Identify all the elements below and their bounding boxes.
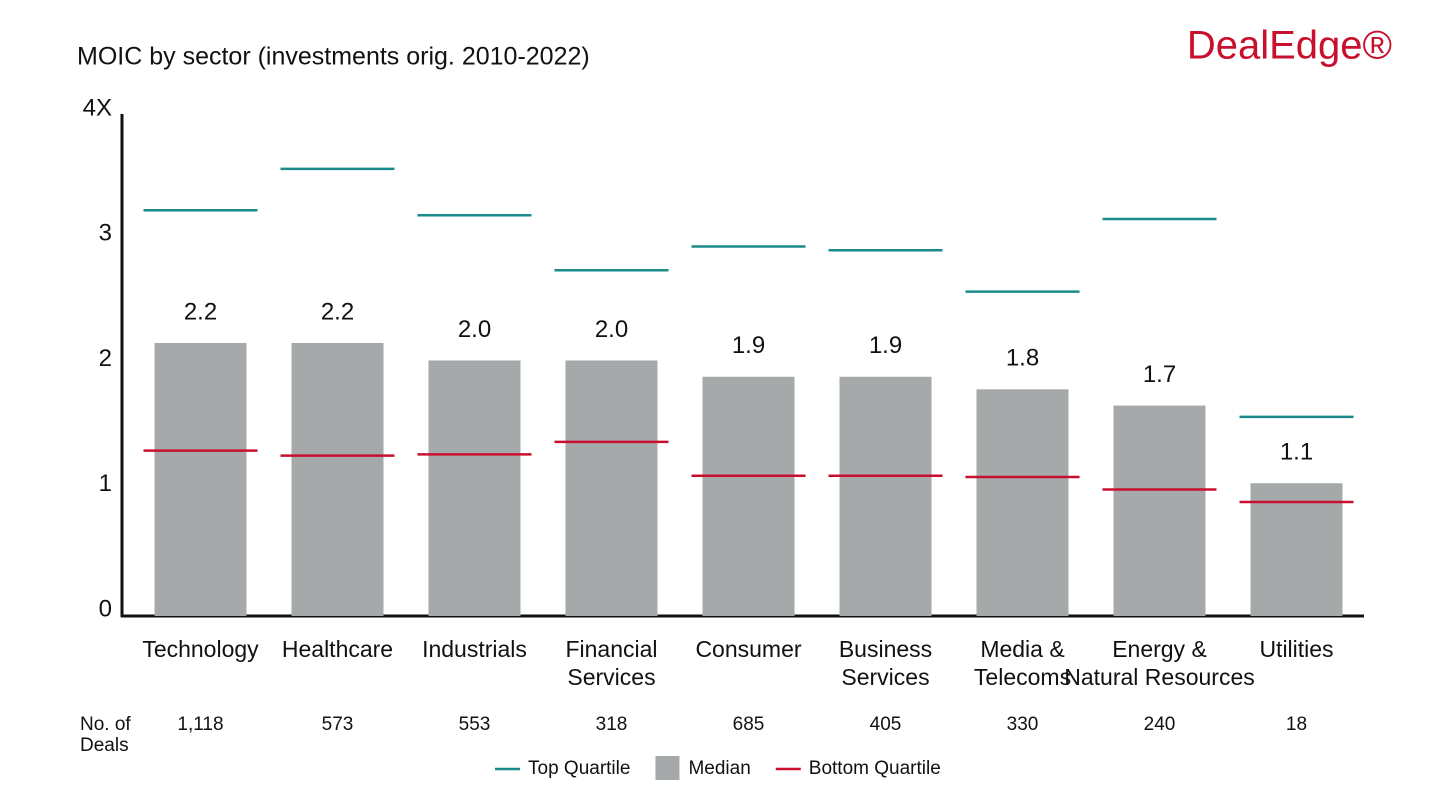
- deal-count: 685: [732, 714, 765, 735]
- legend-label: Bottom Quartile: [809, 758, 941, 779]
- median-bar: [839, 376, 932, 616]
- median-bar: [1250, 483, 1343, 616]
- deal-count: 1,118: [177, 714, 224, 735]
- y-tick-label: 2: [99, 345, 112, 372]
- x-tick-label: Healthcare: [281, 636, 394, 662]
- x-tick-label: Media & Telecoms: [973, 636, 1072, 690]
- y-tick-label: 0: [99, 595, 112, 622]
- median-bar: [428, 360, 521, 616]
- legend-label: Top Quartile: [528, 758, 630, 779]
- deal-count: 330: [1006, 714, 1039, 735]
- median-bar: [702, 376, 795, 616]
- deal-count: 18: [1285, 714, 1308, 735]
- deal-count: 318: [595, 714, 628, 735]
- deal-count: 553: [458, 714, 491, 735]
- median-bar: [976, 389, 1069, 616]
- deal-count: 405: [869, 714, 902, 735]
- deal-count: 573: [321, 714, 354, 735]
- y-tick-label: 1: [99, 470, 112, 497]
- legend-swatch: [655, 756, 680, 780]
- median-bar: [154, 342, 247, 616]
- x-tick-label: Technology: [142, 636, 259, 662]
- value-label: 2.2: [321, 298, 354, 325]
- y-tick-label: 4X: [83, 94, 112, 121]
- x-tick-label: Industrials: [422, 636, 527, 662]
- legend-label: Median: [688, 758, 750, 779]
- value-label: 1.8: [1006, 345, 1039, 372]
- value-label: 2.2: [184, 298, 217, 325]
- value-label: 1.7: [1143, 361, 1176, 388]
- x-tick-label: Business Services: [838, 636, 933, 690]
- chart-title: MOIC by sector (investments orig. 2010-2…: [77, 43, 590, 71]
- median-bar: [291, 342, 384, 616]
- deal-count: 240: [1143, 714, 1176, 735]
- value-label: 1.9: [869, 332, 902, 359]
- deals-label: No. of Deals: [80, 714, 131, 756]
- x-tick-label: Energy & Natural Resources: [1064, 636, 1255, 690]
- value-label: 2.0: [458, 316, 491, 343]
- median-bar: [1113, 405, 1206, 616]
- value-label: 2.0: [595, 316, 628, 343]
- y-tick-label: 3: [99, 220, 112, 247]
- median-bar: [565, 360, 658, 616]
- value-label: 1.9: [732, 332, 765, 359]
- value-label: 1.1: [1280, 439, 1313, 466]
- x-tick-label: Financial Services: [565, 636, 658, 690]
- x-tick-label: Consumer: [695, 636, 802, 662]
- x-tick-label: Utilities: [1259, 636, 1334, 662]
- brand-logo: DealEdge®: [1187, 24, 1392, 68]
